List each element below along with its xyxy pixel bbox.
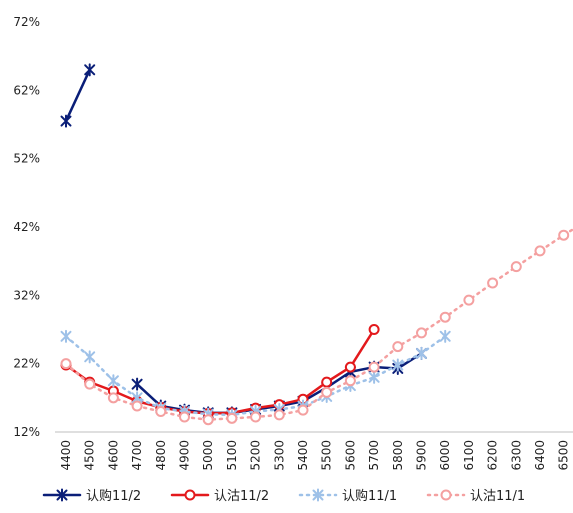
x-tick-label: 6400 <box>533 440 547 471</box>
data-point <box>131 377 143 391</box>
data-point <box>250 411 262 423</box>
data-point <box>84 63 96 77</box>
y-tick-label: 42% <box>13 220 40 234</box>
series-layer <box>60 63 573 426</box>
data-point <box>60 329 72 343</box>
data-point <box>202 414 214 426</box>
x-tick-label: 5900 <box>415 440 429 471</box>
series-line <box>60 329 451 422</box>
legend-label: 认购11/2 <box>86 488 141 504</box>
legend-marker <box>312 488 324 502</box>
data-point <box>60 114 72 128</box>
x-tick-label: 5400 <box>296 440 310 471</box>
x-tick-label: 6500 <box>557 440 571 471</box>
data-point <box>368 324 380 335</box>
data-point <box>60 358 72 370</box>
data-point <box>226 412 238 424</box>
data-point <box>392 358 404 372</box>
data-point <box>179 411 190 423</box>
x-tick-label: 5800 <box>391 440 405 471</box>
x-tick-label: 6200 <box>486 440 500 471</box>
legend-label: 认沽11/2 <box>214 489 269 504</box>
data-point <box>439 311 451 323</box>
data-point <box>416 327 427 339</box>
legend-marker <box>440 489 452 501</box>
data-point <box>107 374 119 388</box>
x-tick-label: 5200 <box>249 440 263 471</box>
data-point <box>321 376 333 388</box>
legend-item: 认沽11/1 <box>426 489 525 504</box>
series-line <box>60 324 380 420</box>
x-tick-label: 4900 <box>178 440 192 471</box>
data-point <box>321 386 333 398</box>
y-tick-label: 72% <box>13 15 40 29</box>
data-point <box>155 406 167 417</box>
x-tick-label: 4400 <box>59 440 73 471</box>
data-point <box>534 245 546 257</box>
data-point <box>344 375 356 387</box>
x-tick-label: 5000 <box>201 440 215 471</box>
x-tick-label: 6000 <box>438 440 452 471</box>
legend-label: 认沽11/1 <box>470 489 525 504</box>
data-point <box>297 404 309 416</box>
data-point <box>344 361 356 373</box>
legend: 认购11/2 认沽11/2 认购11/1 认沽11/1 <box>42 488 525 504</box>
y-tick-label: 32% <box>13 288 40 302</box>
data-point <box>84 350 96 364</box>
data-point <box>368 361 380 373</box>
y-axis-ticks: 12% 22% 32% 42% 52% 62% 72% <box>13 15 40 439</box>
x-tick-label: 4800 <box>154 440 168 471</box>
y-tick-label: 52% <box>13 152 40 166</box>
legend-item: 认沽11/2 <box>170 489 269 504</box>
data-point <box>84 378 96 390</box>
x-axis-ticks: 4400 4500 4600 4700 4800 4900 5000 5100 5200 5300… <box>59 440 571 471</box>
series-line <box>60 227 573 426</box>
x-tick-label: 6300 <box>509 440 523 471</box>
data-point <box>368 370 380 384</box>
data-point <box>131 400 143 412</box>
data-point <box>510 261 522 273</box>
series-path <box>64 68 91 123</box>
y-tick-label: 62% <box>13 83 40 97</box>
x-tick-label: 5100 <box>225 440 239 471</box>
data-point <box>487 277 499 289</box>
x-tick-label: 5300 <box>272 440 286 471</box>
x-tick-label: 5600 <box>343 440 357 471</box>
x-tick-label: 5700 <box>367 440 381 471</box>
series-path <box>64 335 447 417</box>
data-point <box>273 409 285 421</box>
legend-marker <box>56 488 68 502</box>
y-tick-label: 22% <box>13 357 40 371</box>
legend-marker <box>184 489 196 501</box>
x-tick-label: 4700 <box>130 440 144 471</box>
data-point <box>463 294 475 306</box>
y-tick-label: 12% <box>13 425 40 439</box>
x-tick-label: 4600 <box>106 440 120 471</box>
legend-label: 认购11/1 <box>342 488 397 504</box>
x-tick-label: 5500 <box>320 440 334 471</box>
legend-item: 认购11/1 <box>298 488 397 504</box>
data-point <box>439 329 451 343</box>
data-point <box>107 392 119 404</box>
data-point <box>416 346 427 360</box>
x-tick-label: 6100 <box>462 440 476 471</box>
data-point <box>392 341 404 353</box>
legend-item: 认购11/2 <box>42 488 141 504</box>
data-point <box>558 229 570 241</box>
x-tick-label: 4500 <box>83 440 97 471</box>
